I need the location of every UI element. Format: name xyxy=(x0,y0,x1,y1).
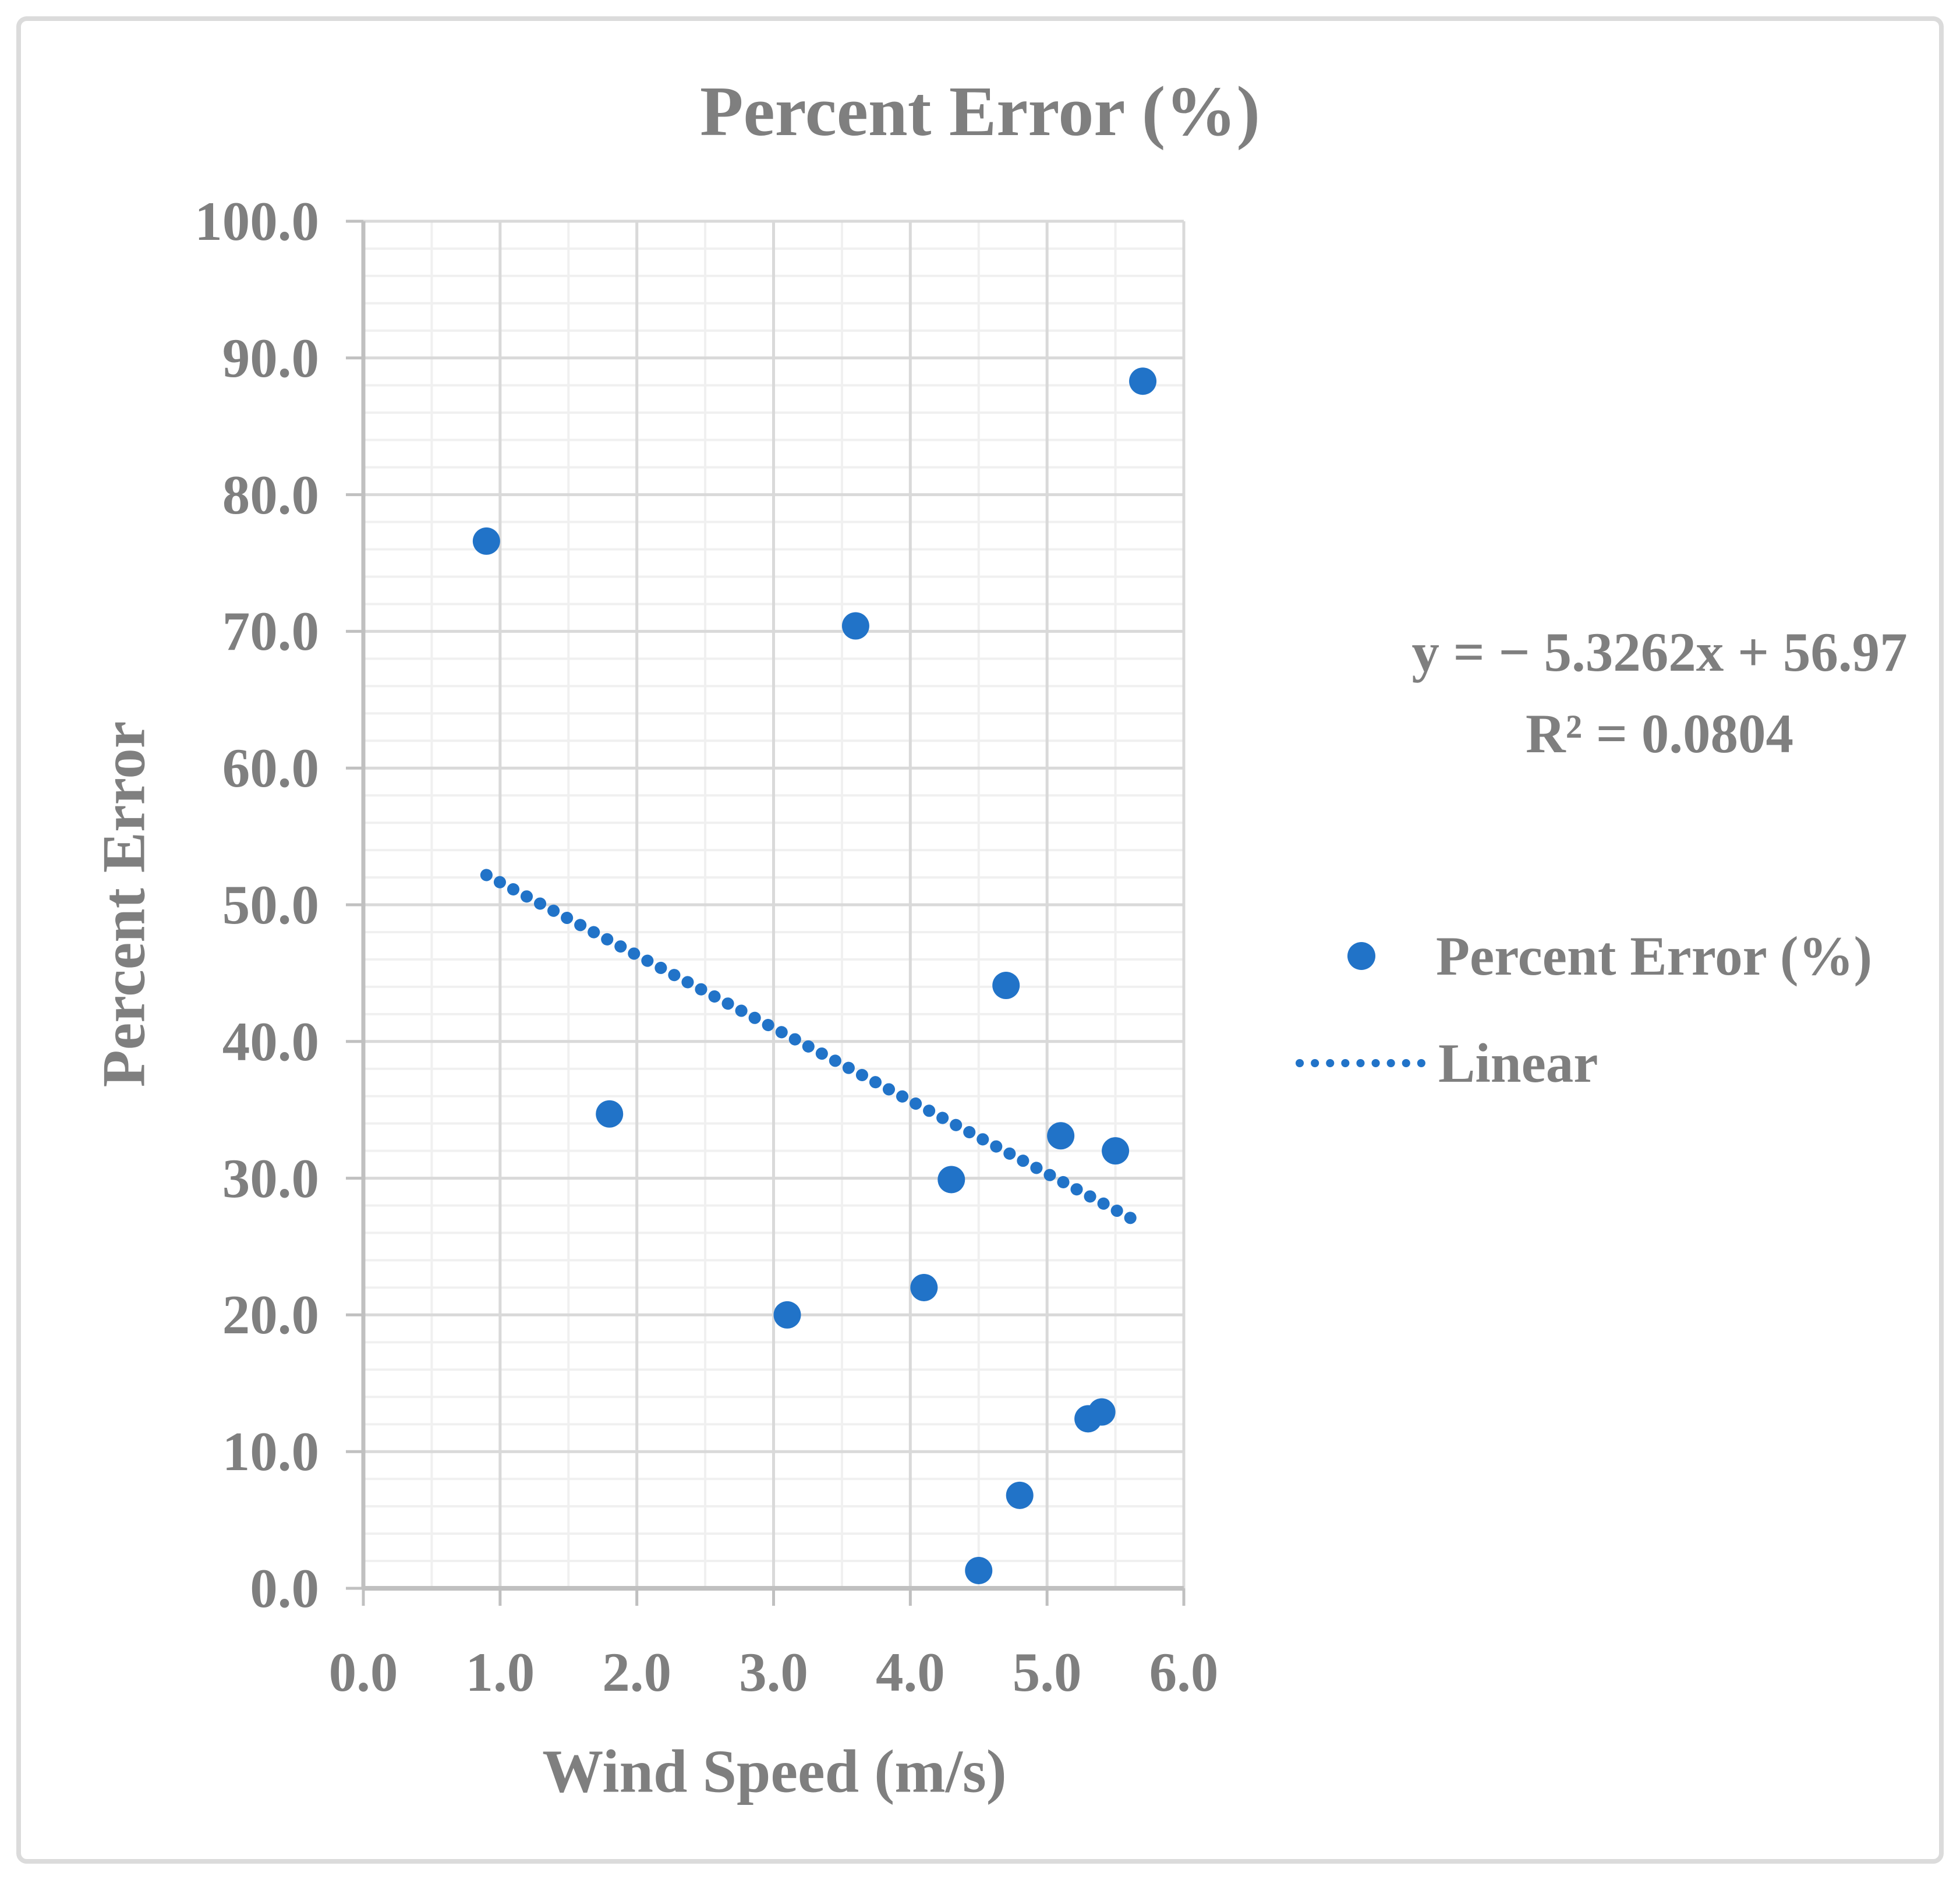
x-axis-title[interactable]: Wind Speed (m/s) xyxy=(542,1737,1007,1805)
data-point[interactable] xyxy=(773,1301,801,1329)
y-tick-label: 80.0 xyxy=(222,463,319,526)
x-tick-label: 4.0 xyxy=(875,1641,945,1703)
x-tick-label: 1.0 xyxy=(465,1641,535,1703)
y-tick-label: 50.0 xyxy=(222,874,319,936)
data-point[interactable] xyxy=(1129,367,1157,395)
y-tick-label: 40.0 xyxy=(222,1010,319,1072)
y-tick-label: 20.0 xyxy=(222,1284,319,1346)
data-point[interactable] xyxy=(910,1273,938,1301)
data-point[interactable] xyxy=(596,1100,624,1128)
x-tick-label: 5.0 xyxy=(1012,1641,1082,1703)
x-tick-label: 6.0 xyxy=(1149,1641,1219,1703)
legend-dot-marker-icon[interactable] xyxy=(1347,942,1375,970)
legend-item-linear[interactable]: Linear xyxy=(1438,1032,1598,1094)
y-tick-label: 60.0 xyxy=(222,737,319,799)
x-tick-label: 2.0 xyxy=(602,1641,672,1703)
y-axis-title[interactable]: Percent Error xyxy=(89,721,158,1088)
y-tick-label: 10.0 xyxy=(222,1421,319,1483)
data-point[interactable] xyxy=(1047,1122,1075,1150)
trendline-r-squared-line: R² = 0.0804 xyxy=(1526,703,1793,764)
y-tick-label: 90.0 xyxy=(222,327,319,389)
x-tick-label: 0.0 xyxy=(328,1641,398,1703)
legend-item-percent-error[interactable]: Percent Error (%) xyxy=(1436,925,1873,987)
trendline-equation-label[interactable]: y = − 5.3262x + 56.97 R² = 0.0804 xyxy=(1398,611,1922,774)
chart-border xyxy=(16,16,1944,1864)
legend-dotted-line-marker-icon[interactable] xyxy=(1295,1056,1429,1070)
data-point[interactable] xyxy=(1102,1137,1130,1165)
data-point[interactable] xyxy=(965,1556,993,1584)
linear-trendline[interactable] xyxy=(480,869,1149,1231)
y-tick-label: 70.0 xyxy=(222,600,319,663)
y-tick-label: 100.0 xyxy=(194,190,319,252)
data-point[interactable] xyxy=(841,612,869,640)
y-tick-label: 30.0 xyxy=(222,1147,319,1209)
data-point[interactable] xyxy=(1006,1481,1034,1509)
data-point[interactable] xyxy=(1088,1398,1116,1426)
data-point[interactable] xyxy=(472,527,500,555)
chart-title[interactable]: Percent Error (%) xyxy=(699,72,1261,151)
data-point[interactable] xyxy=(992,972,1020,1000)
x-tick-label: 3.0 xyxy=(739,1641,808,1703)
data-point[interactable] xyxy=(937,1166,965,1194)
trendline-equation-line1: y = − 5.3262x + 56.97 xyxy=(1411,621,1908,683)
y-tick-label: 0.0 xyxy=(250,1557,319,1619)
